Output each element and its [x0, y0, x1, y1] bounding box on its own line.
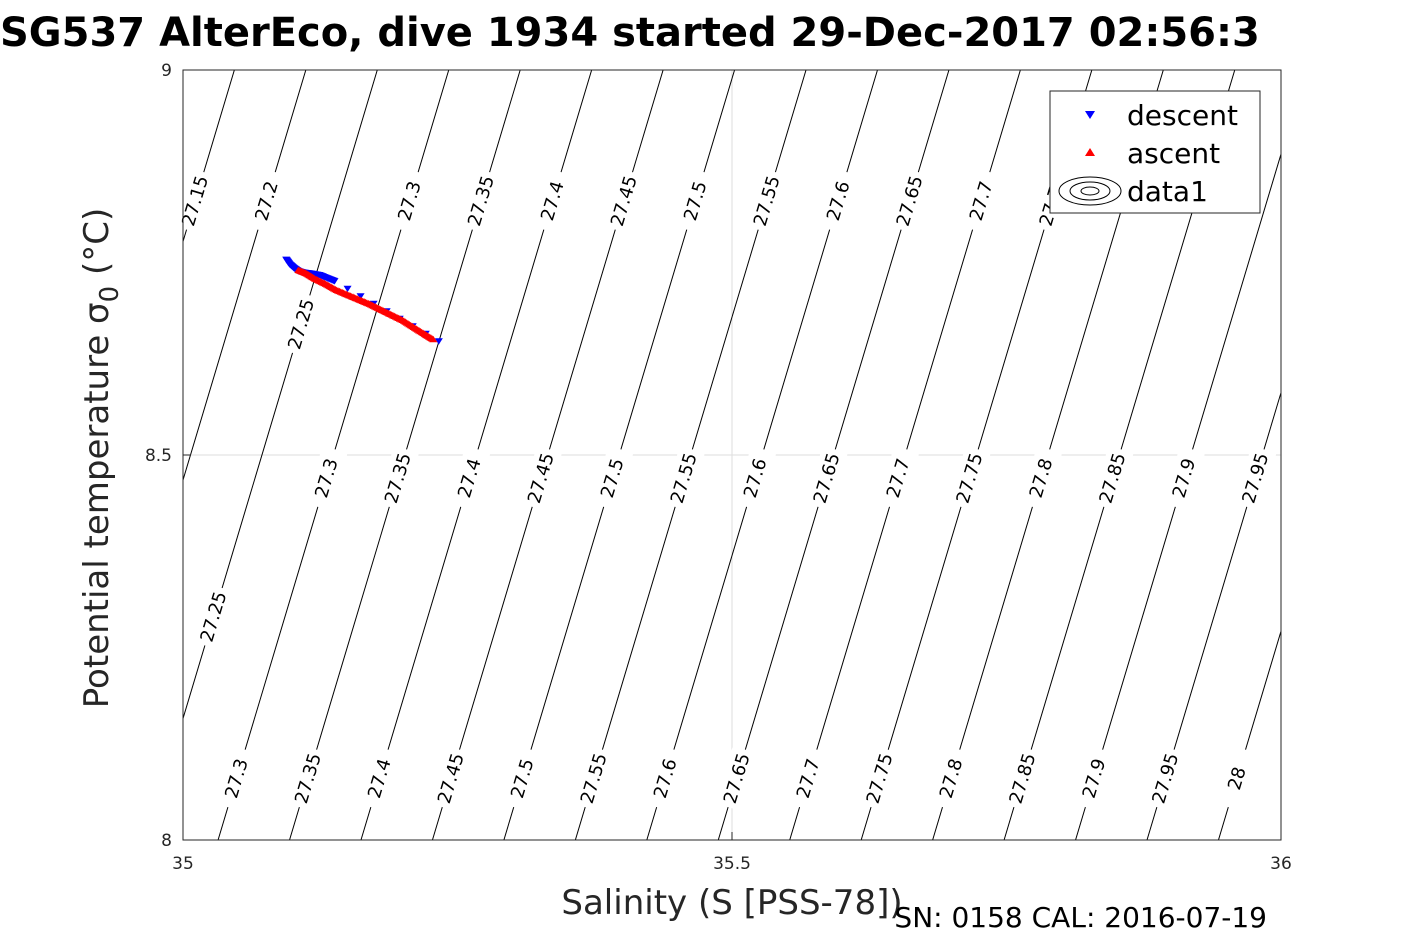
y-tick-label: 9: [161, 61, 172, 81]
contour-label-gap: [1162, 445, 1206, 511]
contour-label-gap: [376, 445, 420, 511]
contour-label-gap: [930, 745, 973, 811]
contour-label-gap: [888, 168, 931, 234]
y-axis-label-sigma: σ: [77, 302, 117, 324]
contour-label-gap: [1215, 745, 1258, 811]
contour-label-gap: [388, 168, 431, 234]
contour-label-gap: [805, 445, 848, 511]
contour-label-gap: [674, 168, 717, 234]
axis-ticks: 35 35.5 36 8 8.5 9: [145, 61, 1292, 874]
x-tick-label: 36: [1270, 854, 1292, 874]
y-axis-label-unit: (°C): [77, 208, 117, 286]
contour-label-gap: [192, 584, 235, 650]
legend-descent-label: descent: [1127, 99, 1238, 132]
descent-marker: [434, 338, 443, 345]
grid-lines: [183, 70, 1281, 840]
contour-label-gap: [591, 445, 634, 511]
legend-descent-marker: [1085, 111, 1095, 119]
contour-label-gap: [745, 168, 788, 234]
contour-label-gap: [948, 445, 991, 511]
isopycnal-line: [183, 70, 378, 721]
x-tick-label: 35.5: [713, 854, 751, 874]
contour-label-gap: [519, 445, 562, 511]
contour-label-gap: [644, 745, 687, 811]
contour-label-gap: [1234, 445, 1277, 511]
x-tick-label: 35: [172, 854, 194, 874]
contour-label-gap: [960, 168, 1003, 234]
chart-title: SG537 AlterEco, dive 1934 started 29-Dec…: [0, 10, 1260, 56]
legend-ascent-label: ascent: [1127, 137, 1220, 170]
contour-label-gap: [459, 168, 503, 234]
legend-data1-label: data1: [1127, 175, 1208, 208]
contour-label-gap: [305, 445, 348, 511]
contour-label-gap: [734, 445, 777, 511]
contour-label-gap: [877, 445, 920, 511]
contour-label-gap: [174, 168, 217, 234]
legend: descent ascent data1: [1049, 90, 1261, 214]
contour-label-gap: [429, 745, 472, 811]
contour-label-gap: [1144, 745, 1187, 811]
contour-label-gap: [1091, 445, 1134, 511]
contour-label-gap: [358, 745, 401, 811]
legend-contour-icon: [1058, 176, 1122, 206]
legend-box: [1049, 90, 1261, 214]
calibration-note: SN: 0158 CAL: 2016-07-19: [894, 901, 1267, 934]
contour-label-gap: [572, 745, 615, 811]
x-axis-label: Salinity (S [PSS-78]): [561, 883, 902, 923]
data-markers: [282, 256, 443, 345]
contour-label-gap: [787, 745, 830, 811]
contour-label-gap: [280, 291, 323, 357]
contour-label-gap: [1019, 445, 1063, 511]
contour-label-gap: [1072, 745, 1116, 811]
legend-ascent-marker: [1085, 148, 1095, 156]
isopycnal-labels: 27.15 27.2 27.3 27.35 27.4 27.45 27.5 27.55 27.6…: [174, 168, 1277, 811]
contour-label-gap: [1001, 745, 1044, 811]
y-axis-label-main: Potential temperature: [77, 324, 117, 708]
contour-label-gap: [531, 168, 574, 234]
ascent-marker: [429, 335, 438, 343]
contour-label-gap: [215, 745, 258, 811]
contour-label-gap: [817, 168, 860, 234]
contour-label-gap: [715, 745, 758, 811]
y-tick-label: 8.5: [145, 446, 172, 466]
y-tick-label: 8: [161, 831, 172, 851]
descent-marker: [356, 293, 365, 300]
contour-label-gap: [286, 745, 330, 811]
contour-label-gap: [662, 445, 705, 511]
contour-label-gap: [602, 168, 645, 234]
descent-marker: [330, 278, 339, 285]
contour-label-gap: [858, 745, 901, 811]
contour-label-gap: [448, 445, 491, 511]
y-axis-label-subscript: 0: [95, 286, 125, 303]
y-axis-label: Potential temperature σ0 (°C): [77, 208, 125, 708]
contour-label-gap: [245, 168, 288, 234]
contour-label-gap: [501, 745, 544, 811]
isopycnal-line: [1217, 629, 1281, 840]
descent-marker: [343, 285, 352, 293]
